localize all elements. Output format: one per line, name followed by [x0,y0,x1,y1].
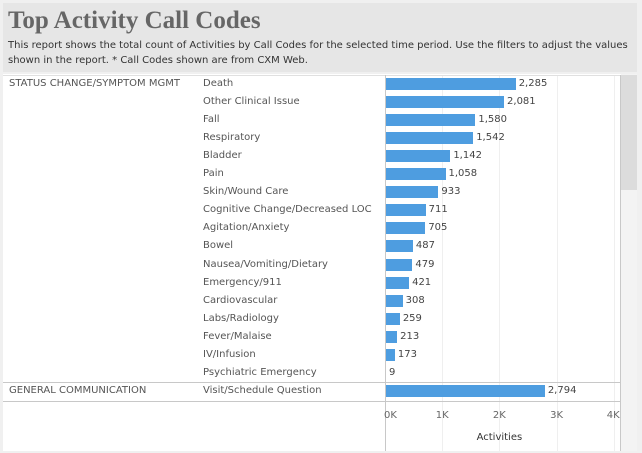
data-label: 1,142 [453,150,482,162]
gridline [613,75,615,451]
category-label: Death [203,78,234,89]
bar[interactable] [386,96,505,109]
page-title: Top Activity Call Codes [8,7,261,34]
bar[interactable] [386,168,446,181]
bar[interactable] [386,114,476,127]
data-label: 711 [428,204,448,216]
bar[interactable] [386,132,474,145]
category-label: Psychiatric Emergency [203,366,317,378]
data-label: 173 [397,348,417,360]
data-label: 2,081 [507,96,536,108]
chart-top-border [3,75,620,76]
x-tick-label: 3K [550,410,564,421]
x-axis-title: Activities [476,432,523,443]
gridline [442,75,444,451]
category-label: Other Clinical Issue [203,96,300,108]
category-label: Cardiovascular [203,294,278,306]
category-label: Skin/Wound Care [203,186,289,198]
bar[interactable] [386,78,516,91]
bar[interactable] [386,312,400,325]
bar[interactable] [386,204,426,217]
x-tick-label: 2K [492,410,506,421]
category-label: Pain [203,168,224,180]
bar[interactable] [386,222,426,235]
data-label: 2,794 [547,384,577,396]
category-label: Visit/Schedule Question [203,384,322,396]
data-label: 421 [412,276,432,288]
category-label: Agitation/Anxiety [203,222,290,234]
bar[interactable] [386,330,398,343]
category-label: Fall [203,114,220,126]
category-label: Bowel [203,240,234,252]
bar[interactable] [386,294,403,307]
bar[interactable] [386,276,410,289]
report-header: Top Activity Call Codes This report show… [3,3,637,72]
gridline [499,75,501,451]
category-label: Bladder [203,150,242,162]
group-separator [3,382,620,383]
plot-right-border [620,75,621,451]
bar[interactable] [386,186,439,199]
data-label: 705 [428,222,448,234]
data-label: 1,058 [448,168,478,180]
group-label: STATUS CHANGE/SYMPTOM MGMT [9,78,180,89]
x-tick-label: 4K [606,410,620,421]
category-label: Labs/Radiology [203,312,279,324]
scrollbar-thumb[interactable] [621,75,637,190]
data-label: 487 [415,240,435,252]
gridline [556,75,558,451]
bar[interactable] [386,240,413,253]
chart-bottom-border [3,401,620,402]
x-tick-label: 0K [384,410,397,421]
data-label: 213 [400,330,420,342]
group-label: GENERAL COMMUNICATION [9,384,147,396]
data-label: 2,285 [518,78,548,89]
data-label: 308 [405,294,425,306]
bar[interactable] [386,384,545,397]
data-label: 9 [389,366,396,378]
x-tick-label: 1K [435,410,449,421]
data-label: 259 [402,312,422,324]
category-label: Nausea/Vomiting/Dietary [203,258,328,270]
data-label: 933 [441,186,461,198]
category-label: Emergency/911 [203,276,282,288]
data-label: 1,580 [478,114,508,126]
category-label: Respiratory [203,132,261,144]
category-label: IV/Infusion [203,348,256,360]
data-label: 1,542 [476,132,505,144]
category-label: Cognitive Change/Decreased LOC [203,204,372,216]
data-label: 479 [415,258,435,270]
bar[interactable] [386,348,395,361]
bar[interactable] [386,150,451,163]
y-axis-line [385,75,386,451]
report-description: This report shows the total count of Act… [8,40,628,66]
bar[interactable] [386,258,413,271]
category-label: Fever/Malaise [203,330,272,342]
